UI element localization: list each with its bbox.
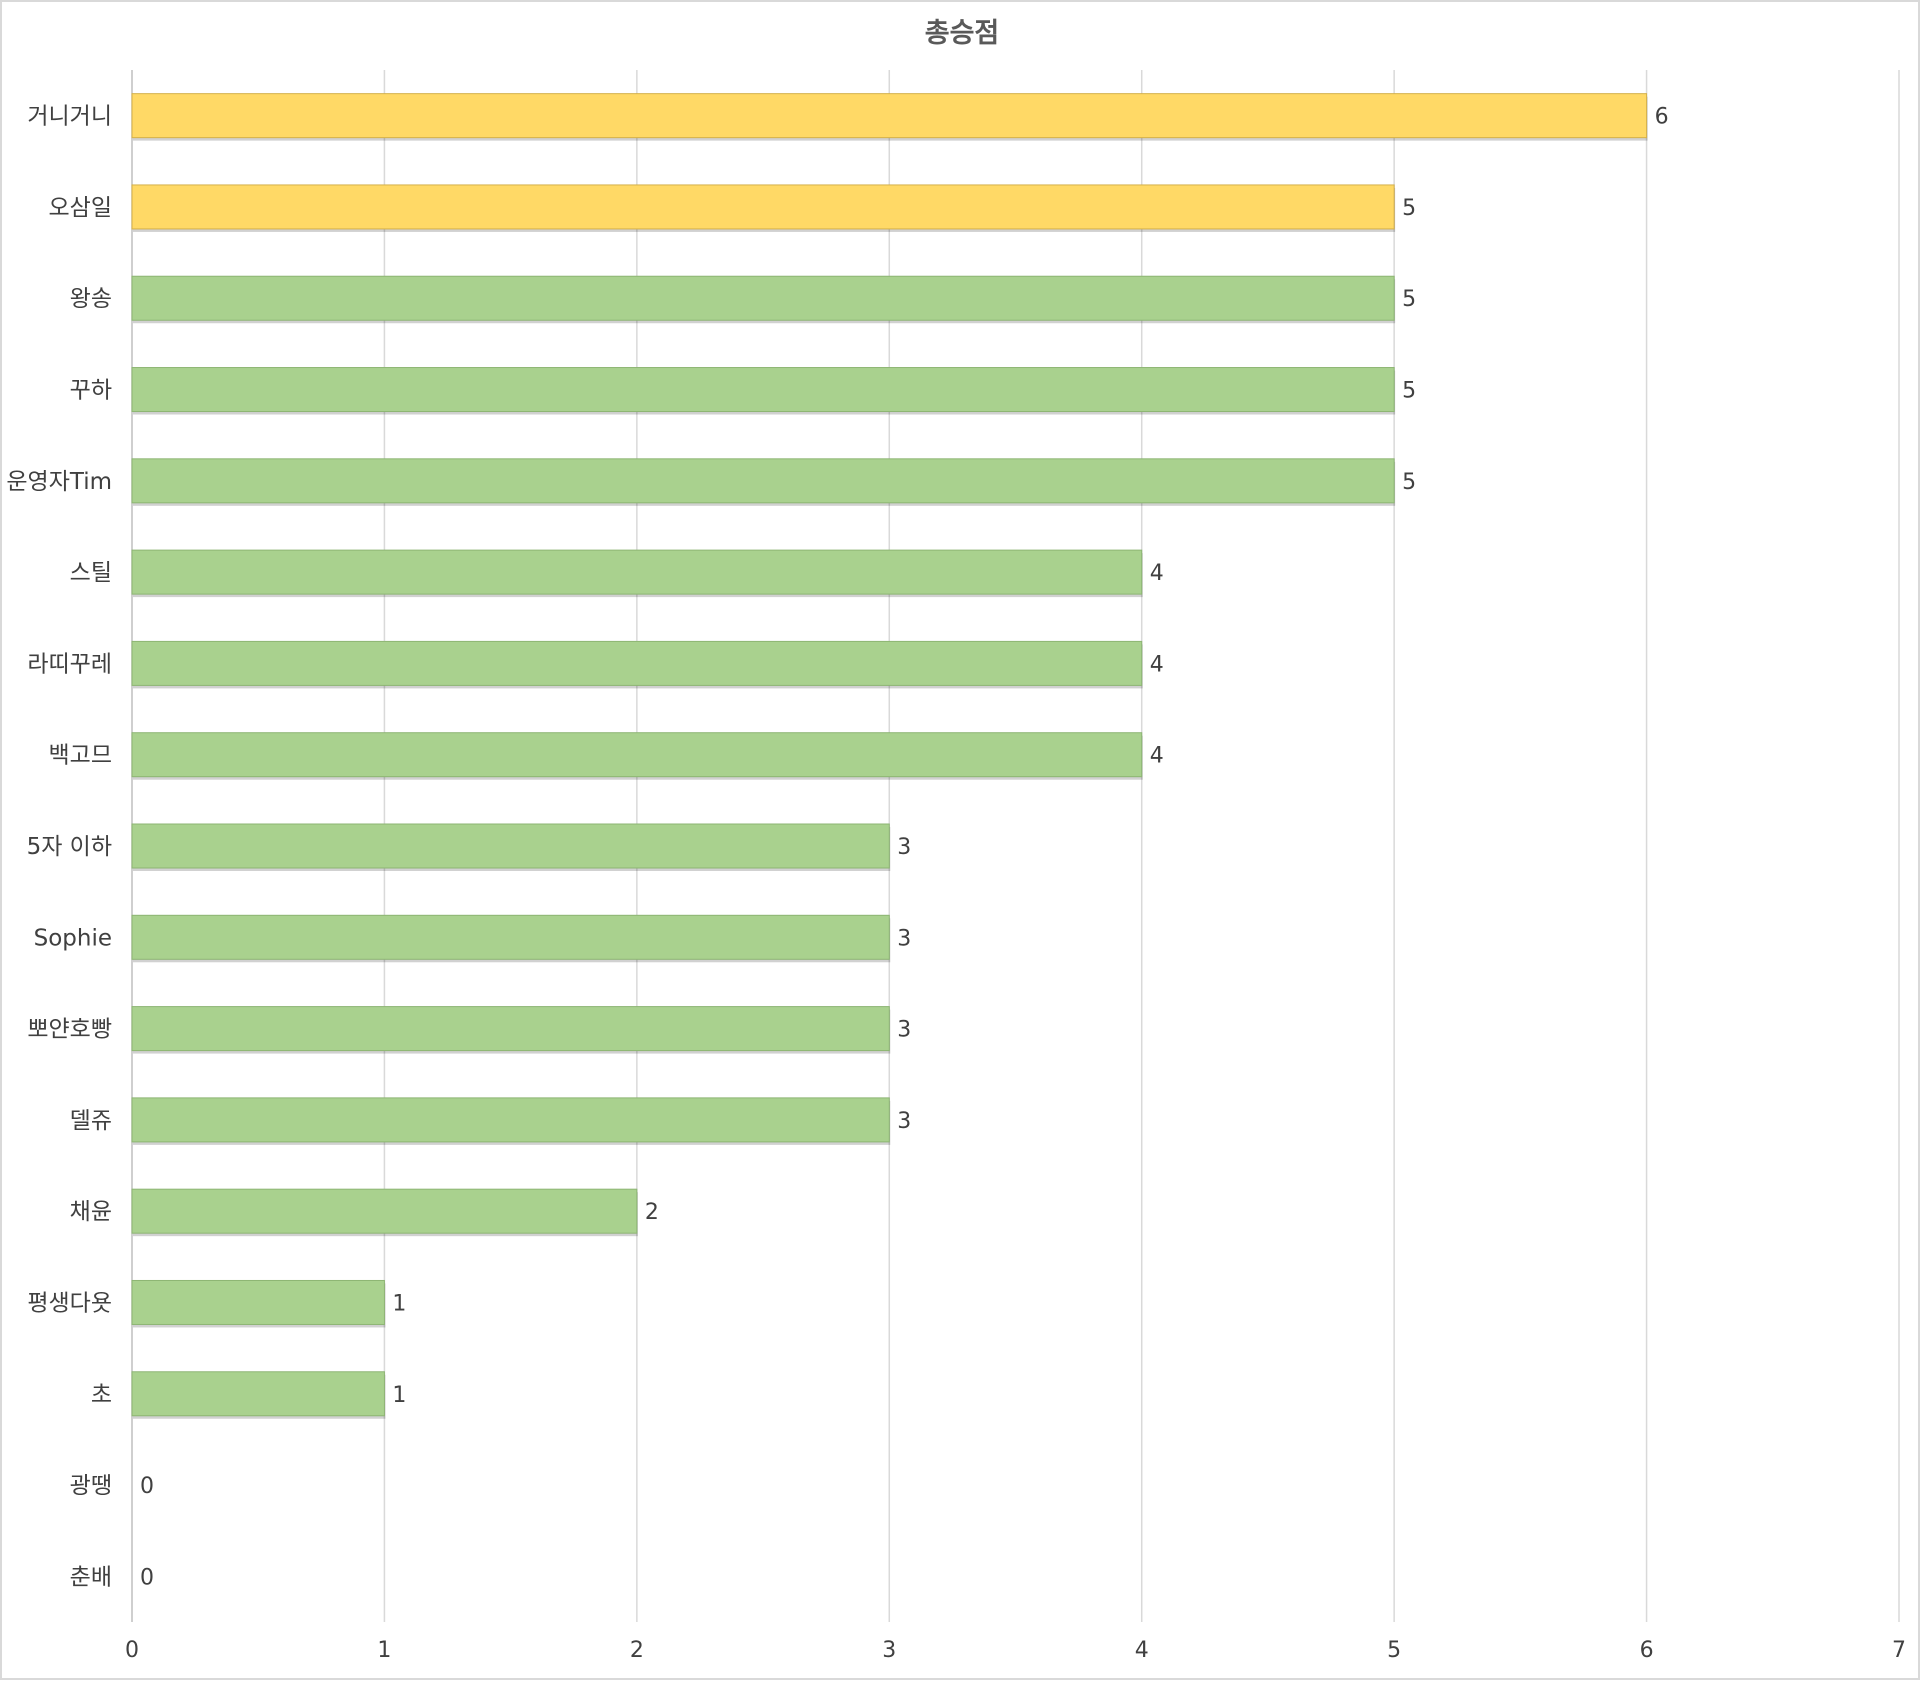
x-axis-ticks: 0 1 2 3 4 5 6 7 [125, 1638, 1906, 1663]
category-label: 거니거니 [27, 104, 112, 130]
x-tick-label: 7 [1892, 1638, 1906, 1663]
bar-오삼일 [131, 184, 1395, 230]
category-label: Sophie [34, 925, 112, 951]
category-label: 운영자Tim [6, 469, 112, 495]
bar-운영자Tim [131, 458, 1395, 504]
bar-델쥬 [131, 1097, 890, 1143]
category-label: 평생다욧 [27, 1290, 112, 1316]
category-label: 왕송 [70, 286, 112, 312]
bar-스틸 [131, 549, 1143, 595]
data-label: 3 [897, 926, 911, 951]
bar-채윤 [131, 1188, 638, 1234]
bar-5자 이하 [131, 823, 890, 869]
bar-꾸하 [131, 367, 1395, 413]
category-label: 라띠꾸레 [27, 651, 112, 677]
category-label: 스틸 [70, 560, 112, 586]
data-label: 4 [1150, 652, 1164, 677]
x-tick-label: 5 [1387, 1638, 1401, 1663]
bar-평생다욧 [131, 1279, 385, 1325]
bar-라띠꾸레 [131, 640, 1143, 686]
x-tick-label: 6 [1640, 1638, 1654, 1663]
bar-거니거니 [131, 93, 1648, 139]
category-label: 뽀얀호빵 [27, 1017, 112, 1043]
bar-백고므 [131, 732, 1143, 778]
category-label: 채윤 [70, 1199, 112, 1225]
bar-초 [131, 1371, 385, 1417]
data-label: 5 [1402, 287, 1416, 312]
category-label: 델쥬 [70, 1108, 112, 1134]
category-label: 광땡 [70, 1473, 112, 1499]
bar-뽀얀호빵 [131, 1006, 890, 1052]
data-label: 4 [1150, 744, 1164, 769]
data-label: 5 [1402, 196, 1416, 221]
category-label: 5자 이하 [27, 834, 112, 860]
data-label: 1 [392, 1291, 406, 1316]
data-label: 3 [897, 1109, 911, 1134]
x-tick-label: 0 [125, 1638, 139, 1663]
category-label: 춘배 [70, 1564, 112, 1590]
data-label: 3 [897, 1018, 911, 1043]
data-label: 3 [897, 835, 911, 860]
category-label: 백고므 [49, 743, 112, 769]
data-label: 6 [1655, 105, 1669, 130]
data-label: 4 [1150, 561, 1164, 586]
data-label: 5 [1402, 379, 1416, 404]
chart-title: 총승점 [925, 18, 1000, 49]
category-label: 꾸하 [70, 378, 112, 404]
data-label: 2 [645, 1200, 659, 1225]
data-label: 0 [140, 1474, 154, 1499]
x-tick-label: 3 [882, 1638, 896, 1663]
bar-Sophie [131, 914, 890, 960]
x-tick-label: 1 [377, 1638, 391, 1663]
category-label: 초 [91, 1382, 112, 1408]
bar-왕송 [131, 275, 1395, 321]
data-label: 5 [1402, 470, 1416, 495]
bars [131, 93, 1648, 1419]
category-label: 오삼일 [49, 195, 112, 221]
x-tick-label: 2 [630, 1638, 644, 1663]
data-label: 0 [140, 1565, 154, 1590]
data-label: 1 [392, 1383, 406, 1408]
data-labels: 6 5 5 5 5 4 4 4 3 3 3 3 2 1 1 0 0 [140, 105, 1669, 1591]
x-tick-label: 4 [1135, 1638, 1149, 1663]
